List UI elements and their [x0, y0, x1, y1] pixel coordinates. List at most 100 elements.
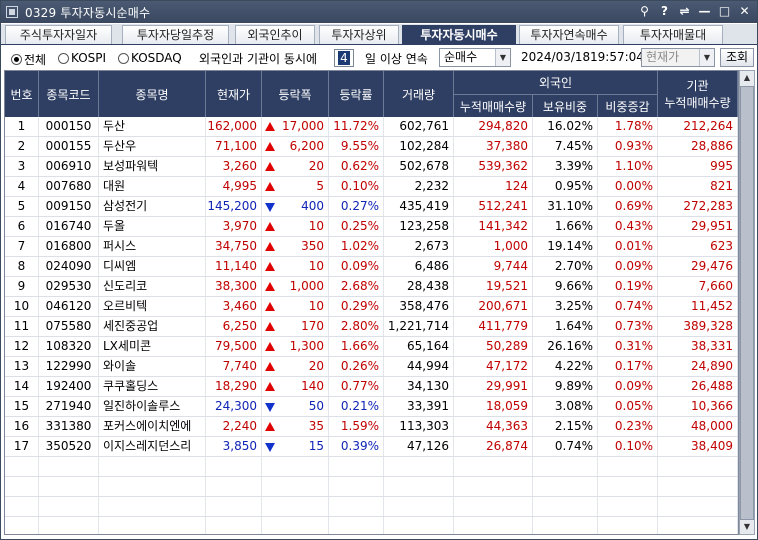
price-select[interactable]: 현재가 ▼ [641, 48, 715, 67]
table-row[interactable] [5, 457, 738, 477]
pin-icon[interactable]: ⚲ [640, 4, 649, 18]
table-row[interactable]: 2 000155 두산우 71,100 6,200 9.55% 102,284 37,380 7… [5, 137, 738, 157]
vertical-scrollbar[interactable]: ▲ ▼ [739, 70, 755, 535]
minimize-icon[interactable]: — [698, 4, 711, 18]
table-row[interactable]: 9 029530 신도리코 38,300 1,000 2.68% 28,438 19,521 9… [5, 277, 738, 297]
table-row[interactable]: 7 016800 퍼시스 34,750 350 1.02% 2,673 1,000 19.14%… [5, 237, 738, 257]
table-row[interactable]: 1 000150 두산 162,000 17,000 11.72% 602,761 294,8… [5, 117, 738, 137]
header-price[interactable]: 현재가 [206, 71, 262, 117]
tab-simultaneous-buy[interactable]: 투자자동시매수 [402, 25, 516, 44]
cell-rate: 0.27% [329, 197, 384, 216]
help-icon[interactable]: ? [661, 4, 668, 18]
header-volume[interactable]: 거래량 [384, 71, 454, 117]
chevron-down-icon[interactable]: ▼ [699, 49, 714, 66]
tab-consecutive-buy[interactable]: 투자자연속매수 [519, 25, 619, 44]
header-rate[interactable]: 등락률 [329, 71, 384, 117]
cell-change: 1,300 [262, 337, 329, 356]
table-row[interactable]: 10 046120 오르비텍 3,460 10 0.29% 358,476 200,671 3.… [5, 297, 738, 317]
header-change[interactable]: 등락폭 [262, 71, 329, 117]
header-code[interactable]: 종목코드 [39, 71, 99, 117]
cell-inst-net: 24,890 [658, 357, 738, 376]
cell-volume-value: 47,126 [407, 439, 449, 453]
radio-kospi[interactable]: KOSPI [58, 51, 106, 65]
radio-all[interactable]: 전체 [11, 51, 46, 68]
table-row[interactable] [5, 497, 738, 517]
query-button[interactable]: 조회 [720, 48, 754, 67]
close-icon[interactable]: ✕ [739, 4, 750, 18]
link-icon[interactable]: ⇌ [679, 4, 690, 18]
header-inst-net[interactable]: 누적매매수량 [658, 94, 738, 117]
cell-volume: 28,438 [384, 277, 454, 296]
cell-foreign-hold: 0.74% [533, 437, 598, 456]
cell-foreign-net-value: 19,521 [486, 279, 528, 293]
cell-price-value: 3,850 [222, 439, 257, 453]
scroll-up-icon[interactable]: ▲ [740, 71, 754, 85]
scroll-thumb[interactable] [740, 86, 754, 520]
cell-inst-net [658, 497, 738, 516]
table-row[interactable]: 8 024090 디씨엠 11,140 10 0.09% 6,486 9,744 2.70% 0.… [5, 257, 738, 277]
up-arrow-icon [265, 322, 275, 331]
cell-code: 192400 [39, 377, 99, 396]
sort-select[interactable]: 순매수 ▼ [439, 48, 511, 67]
table-row[interactable] [5, 517, 738, 534]
table-row[interactable] [5, 477, 738, 497]
table-row[interactable]: 16 331380 포커스에이치엔에 2,240 35 1.59% 113,303 44,36… [5, 417, 738, 437]
days-input[interactable]: 4 [334, 49, 354, 67]
cell-volume-value: 358,476 [399, 299, 449, 313]
table-row[interactable]: 17 350520 이지스레지던스리 3,850 15 0.39% 47,126 26,874… [5, 437, 738, 457]
tab-investor-daily[interactable]: 주식투자자일자 [5, 25, 112, 44]
cell-foreign-hold-value: 26.16% [547, 339, 593, 353]
tab-investor-estimate[interactable]: 투자자당일추정 [122, 25, 229, 44]
table-row[interactable]: 14 192400 쿠쿠홀딩스 18,290 140 0.77% 34,130 29,991 9… [5, 377, 738, 397]
tab-foreign-trend[interactable]: 외국인추이 [235, 25, 315, 44]
header-foreign-delta[interactable]: 비중증감 [598, 94, 658, 117]
cell-foreign-delta-value: 0.10% [614, 439, 653, 453]
header-no[interactable]: 번호 [5, 71, 39, 117]
header-name[interactable]: 종목명 [99, 71, 206, 117]
cell-no: 9 [5, 277, 39, 296]
cell-code: 075580 [39, 317, 99, 336]
cell-inst-net: 29,951 [658, 217, 738, 236]
table-row[interactable]: 3 006910 보성파워텍 3,260 20 0.62% 502,678 539,362 3.… [5, 157, 738, 177]
cell-inst-net: 212,264 [658, 117, 738, 136]
table-row[interactable]: 4 007680 대원 4,995 5 0.10% 2,232 124 0.95% 0.00% 82… [5, 177, 738, 197]
cell-price: 24,300 [206, 397, 262, 416]
scroll-down-icon[interactable]: ▼ [740, 520, 754, 534]
tab-investor-volume[interactable]: 투자자매물대 [623, 25, 723, 44]
table-row[interactable]: 6 016740 두올 3,970 10 0.25% 123,258 141,342 1.66%… [5, 217, 738, 237]
chevron-down-icon[interactable]: ▼ [495, 49, 510, 66]
cell-inst-net: 821 [658, 177, 738, 196]
cell-rate: 0.39% [329, 437, 384, 456]
cell-foreign-delta-value: 0.01% [614, 239, 653, 253]
header-foreign-net[interactable]: 누적매매수량 [454, 94, 533, 117]
cell-foreign-net: 50,289 [454, 337, 533, 356]
cell-foreign-hold: 3.25% [533, 297, 598, 316]
cell-name-value: 이지스레지던스리 [103, 439, 192, 453]
title-bar[interactable]: 0329 투자자동시순매수 ⚲ ? ⇌ — □ ✕ [1, 1, 757, 23]
cell-code-value: 192400 [45, 379, 92, 393]
cell-no [5, 497, 39, 516]
cell-no [5, 477, 39, 496]
radio-kosdaq[interactable]: KOSDAQ [118, 51, 182, 65]
table-row[interactable]: 13 122990 와이솔 7,740 20 0.26% 44,994 47,172 4.22%… [5, 357, 738, 377]
table-row[interactable]: 12 108320 LX세미콘 79,500 1,300 1.66% 65,164 50,28… [5, 337, 738, 357]
cell-name-value: 두올 [103, 219, 126, 233]
header-foreign-hold[interactable]: 보유비중 [533, 94, 598, 117]
cell-foreign-delta-value: 0.74% [614, 299, 653, 313]
cell-change: 6,200 [262, 137, 329, 156]
radio-kospi-label: KOSPI [71, 51, 107, 65]
cell-price: 11,140 [206, 257, 262, 276]
cell-price-value: 34,750 [215, 239, 257, 253]
cell-code [39, 457, 99, 476]
cell-inst-net-value: 623 [710, 239, 733, 253]
cell-foreign-hold: 2.15% [533, 417, 598, 436]
table-row[interactable]: 11 075580 세진중공업 6,250 170 2.80% 1,221,714 411,7… [5, 317, 738, 337]
cell-foreign-delta: 0.05% [598, 397, 658, 416]
cell-no [5, 517, 39, 534]
table-row[interactable]: 5 009150 삼성전기 145,200 400 0.27% 435,419 512,241… [5, 197, 738, 217]
tab-investor-top[interactable]: 투자자상위 [319, 25, 399, 44]
cell-inst-net: 995 [658, 157, 738, 176]
cell-foreign-delta: 0.01% [598, 237, 658, 256]
maximize-icon[interactable]: □ [718, 4, 731, 18]
table-row[interactable]: 15 271940 일진하이솔루스 24,300 50 0.21% 33,391 18,059… [5, 397, 738, 417]
